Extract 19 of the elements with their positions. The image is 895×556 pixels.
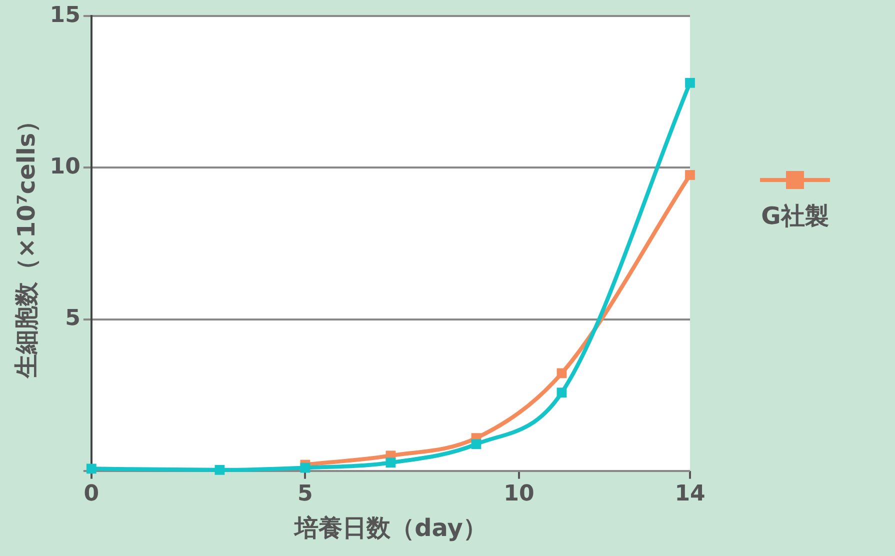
point: [556, 388, 567, 398]
y-tick-label: 10: [50, 154, 80, 180]
y-tick-label: 15: [50, 2, 80, 28]
y-axis-title: 生細胞数（×10⁷cells）: [12, 108, 41, 380]
point: [685, 78, 695, 88]
x-tick-label: 5: [298, 482, 313, 507]
y-tick-label: 5: [65, 306, 80, 331]
legend-label: G社製: [761, 202, 829, 230]
point: [685, 170, 695, 180]
x-axis-title: 培養日数（day）: [292, 514, 487, 542]
point: [86, 464, 96, 474]
point: [386, 458, 396, 468]
x-tick-label: 0: [84, 482, 100, 507]
point: [300, 462, 310, 473]
point: [471, 439, 482, 450]
x-tick-label: 10: [504, 482, 534, 507]
point: [556, 368, 567, 378]
point: [214, 464, 225, 475]
x-tick-label: 14: [674, 482, 706, 507]
